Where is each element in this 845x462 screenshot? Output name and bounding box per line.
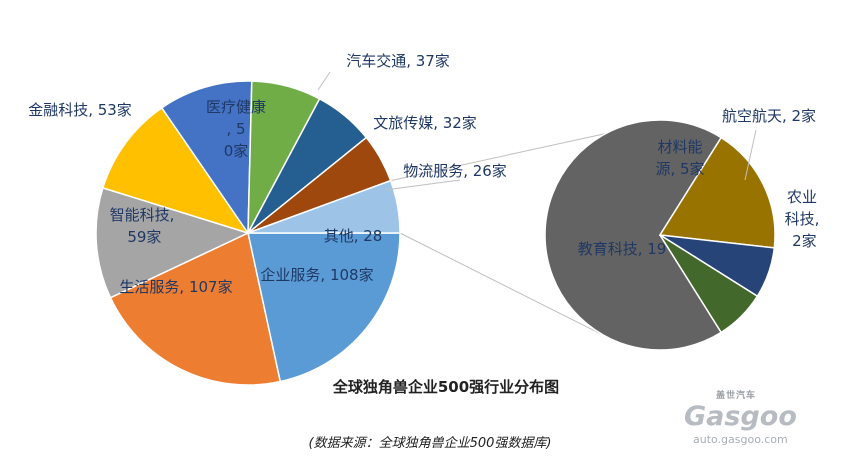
leader-line-auto [317,71,331,91]
main-pie-label-8: 物流服务, 26家 [403,162,507,180]
main-pie-slice-1 [247,232,401,383]
connector-lines [390,132,607,337]
secondary-pie-slice-2 [658,136,776,249]
main-pie [95,80,401,386]
secondary-pie-label-3: 航空航天, 2家 [722,107,816,125]
main-pie-label-9: 其他, 28 [324,227,383,245]
secondary-pie [544,119,776,351]
chart-title: 全球独角兽企业500强行业分布图 [332,378,559,396]
main-pie-slice-3 [95,186,251,299]
data-source-note: (数据来源：全球独角兽企业500强数据库) [309,435,552,451]
gasgoo-watermark-logo: 盖世汽车 Gasgoo auto.gasgoo.com [684,389,797,446]
main-pie-slice-5 [160,80,253,236]
main-pie-slice-4 [101,106,250,235]
main-pie-label-6: 汽车交通, 37家 [346,52,450,70]
connector-line-top [390,132,607,182]
secondary-pie-label-4: 农业科技, 2家 [785,188,820,250]
main-pie-label-1: 企业服务, 108家 [260,266,373,284]
main-pie-slice-9 [247,179,401,234]
watermark-brand-cn: 盖世汽车 [716,389,756,401]
main-pie-slice-2 [109,231,282,386]
secondary-pie-slice-1 [544,119,723,351]
secondary-pie-label-1: 教育科技, 19 [578,240,667,258]
connector-line-bottom [399,232,607,337]
main-pie-label-3: 智能科技, 59家 [110,206,175,246]
secondary-pie-label-2: 材料能源, 5家 [655,138,704,178]
leader-line-logistics [384,179,461,191]
leader-line-aerospace [744,129,757,181]
main-pie-label-5: 医疗健康, 5 0家 [206,98,266,160]
main-pie-label-7: 文旅传媒, 32家 [373,114,477,132]
secondary-pie-slice-4 [659,234,759,334]
watermark-brand-en: Gasgoo [684,401,797,432]
main-pie-label-2: 生活服务, 107家 [119,278,232,296]
watermark-url: auto.gasgoo.com [693,433,788,446]
leader-lines [317,71,757,191]
main-pie-label-4: 金融科技, 53家 [28,101,132,119]
